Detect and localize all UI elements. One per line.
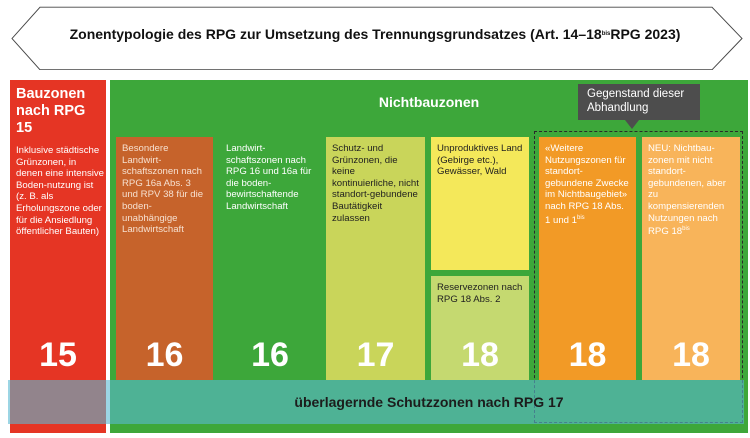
zone-column-weitere-nutzungszonen: «Weitere Nutzungszonen für standort-gebu… [539, 137, 636, 380]
zone-description: Reservezonen nach RPG 18 Abs. 2 [437, 282, 523, 305]
zone-column-unproduktives-land: Unproduktives Land (Gebirge etc.), Gewäs… [431, 137, 529, 270]
bauzonen-description: Inklusive städtische Grünzonen, in denen… [16, 145, 105, 238]
schutzzonen-overlay-label: überlagernde Schutzzonen nach RPG 17 [294, 394, 564, 410]
nichtbauzonen-title: Nichtbauzonen [378, 94, 480, 110]
zone-column-besondere-landwirtschaft: Besondere Landwirt-schaftszonen nach RPG… [116, 137, 213, 380]
zone-number: 18 [568, 336, 607, 374]
zone-column-landwirtschaft: Landwirt-schaftszonen nach RPG 16 und 16… [220, 137, 324, 380]
zone-description: Landwirt-schaftszonen nach RPG 16 und 16… [226, 143, 312, 212]
zone-number: 16 [251, 336, 289, 374]
zone-description: Besondere Landwirt-schaftszonen nach RPG… [122, 143, 204, 236]
zone-column-reservezonen: Reservezonen nach RPG 18 Abs. 2 [431, 276, 529, 380]
nichtbauzonen-area [110, 80, 748, 433]
zone-description: NEU: Nichtbau-zonen mit nicht standort-g… [648, 143, 726, 238]
zone-description: Unproduktives Land (Gebirge etc.), Gewäs… [437, 143, 523, 178]
bauzonen-number: 15 [39, 336, 77, 374]
zone-number: 18 [461, 336, 499, 374]
zone-number: 17 [356, 336, 395, 374]
bauzonen-column [10, 80, 106, 433]
bauzonen-title: Bauzonen nach RPG 15 [16, 86, 86, 136]
zone-column-schutz-gruenzonen: Schutz- und Grünzonen, die keine kontinu… [326, 137, 425, 380]
zone-number: 18 [672, 336, 710, 374]
diagram-title: Zonentypologie des RPG zur Umsetzung des… [69, 26, 681, 42]
schutzzonen-overlay-band [8, 380, 744, 424]
zone-number: 16 [145, 336, 184, 374]
zone-column-neu-nichtbauzonen: NEU: Nichtbau-zonen mit nicht standort-g… [642, 137, 740, 380]
zone-description: «Weitere Nutzungszonen für standort-gebu… [545, 143, 629, 226]
title-banner-shape [11, 6, 743, 70]
zone-description: Schutz- und Grünzonen, die keine kontinu… [332, 143, 419, 224]
tooltip-pointer [625, 120, 639, 129]
tooltip-gegenstand: Gegenstand dieser Abhandlung [578, 84, 700, 120]
